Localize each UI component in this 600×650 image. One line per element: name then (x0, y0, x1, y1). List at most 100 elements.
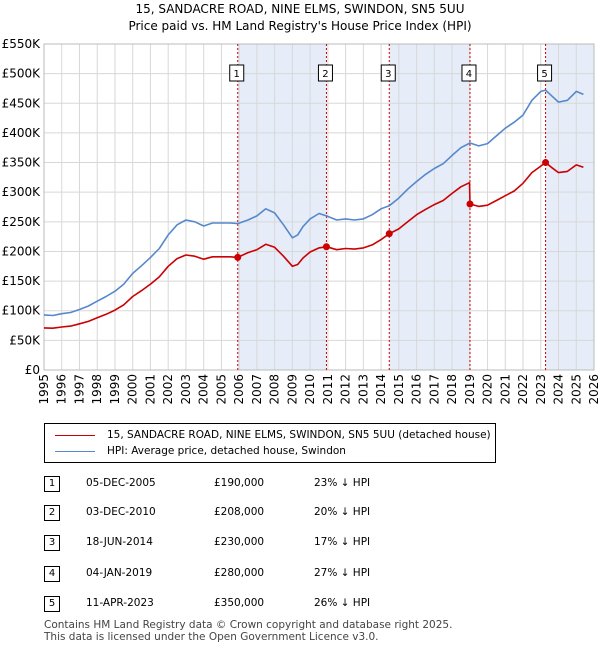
sale-price: £350,000 (214, 597, 265, 609)
x-tick-label: 2001 (143, 374, 157, 405)
sale-number-badge: 1 (44, 476, 60, 492)
legend-label-property: 15, SANDACRE ROAD, NINE ELMS, SWINDON, S… (107, 429, 491, 441)
x-tick-label: 2007 (250, 374, 264, 405)
sale-hpi-diff: 27% ↓ HPI (314, 567, 371, 579)
chart-title-line1: 15, SANDACRE ROAD, NINE ELMS, SWINDON, S… (135, 2, 465, 16)
y-tick-label: £350K (2, 156, 42, 170)
legend-label-hpi: HPI: Average price, detached house, Swin… (107, 445, 346, 457)
sale-point (322, 243, 330, 251)
sale-marker-box (380, 64, 396, 82)
y-tick-label: £550K (2, 37, 42, 51)
table-row: 4 04-JAN-2019 £280,000 27% ↓ HPI (44, 564, 544, 584)
table-row: 5 11-APR-2023 £350,000 26% ↓ HPI (44, 594, 544, 614)
sale-marker-box (317, 64, 333, 82)
sale-marker-label: 4 (466, 69, 472, 80)
y-tick-label: £150K (2, 274, 42, 288)
sale-date: 03-DEC-2010 (86, 506, 156, 518)
y-tick-label: £50K (9, 333, 41, 347)
footer-copyright: Contains HM Land Registry data © Crown c… (44, 619, 453, 631)
sale-marker-box (461, 64, 477, 82)
x-tick-label: 2019 (463, 374, 477, 405)
sale-marker-box (537, 64, 553, 82)
x-tick-label: 2002 (161, 374, 175, 405)
x-tick-label: 2015 (392, 374, 406, 405)
sale-marker-label: 1 (234, 69, 240, 80)
footer-licence: This data is licensed under the Open Gov… (44, 631, 379, 643)
x-tick-label: 2017 (427, 374, 441, 405)
sale-hpi-diff: 23% ↓ HPI (314, 477, 371, 489)
table-row: 1 05-DEC-2005 £190,000 23% ↓ HPI (44, 474, 544, 494)
x-tick-label: 2008 (268, 374, 282, 405)
sale-number-badge: 4 (44, 566, 60, 582)
price-chart: £0 £50K £100K £150K £200K £250K £300K £350K £400… (2, 37, 600, 405)
x-tick-label: 2011 (321, 374, 335, 405)
legend-swatch-property (55, 434, 95, 436)
ownership-shade (545, 44, 594, 370)
x-tick-label: 1999 (108, 374, 122, 405)
x-tick-label: 2010 (303, 374, 317, 405)
x-tick-label: 2005 (214, 374, 228, 405)
x-tick-label: 2016 (410, 374, 424, 405)
x-tick-label: 1996 (55, 374, 69, 405)
sale-date: 04-JAN-2019 (86, 567, 153, 579)
x-tick-label: 2003 (179, 374, 193, 405)
y-tick-label: £400K (2, 126, 42, 140)
y-tick-label: £500K (2, 67, 42, 81)
x-tick-label: 2021 (498, 374, 512, 405)
x-tick-label: 2004 (197, 374, 211, 405)
sale-price: £230,000 (214, 536, 265, 548)
legend: 15, SANDACRE ROAD, NINE ELMS, SWINDON, S… (44, 423, 496, 463)
sale-point (385, 230, 393, 238)
sale-price: £280,000 (214, 567, 265, 579)
x-tick-label: 1995 (37, 374, 51, 405)
sale-point (466, 200, 474, 208)
sale-hpi-diff: 17% ↓ HPI (314, 536, 371, 548)
y-tick-label: £300K (2, 185, 42, 199)
y-tick-label: £450K (2, 96, 42, 110)
sale-point (234, 253, 242, 261)
ownership-shade (237, 44, 327, 370)
y-tick-label: £100K (2, 304, 42, 318)
sale-marker-label: 5 (541, 69, 547, 80)
x-tick-label: 2013 (356, 374, 370, 405)
sale-point (542, 159, 550, 167)
sale-hpi-diff: 26% ↓ HPI (314, 597, 371, 609)
x-tick-label: 2025 (569, 374, 583, 405)
table-row: 3 18-JUN-2014 £230,000 17% ↓ HPI (44, 533, 544, 553)
property-series-line (43, 161, 584, 330)
x-tick-label: 2022 (516, 374, 530, 405)
sale-date: 18-JUN-2014 (86, 536, 153, 548)
x-tick-label: 1998 (90, 374, 104, 405)
legend-swatch-hpi (55, 450, 95, 452)
x-tick-label: 1997 (72, 374, 86, 405)
sale-number-badge: 2 (44, 505, 60, 521)
x-tick-label: 2024 (552, 374, 566, 405)
sale-number-badge: 3 (44, 535, 60, 551)
sale-marker-label: 2 (322, 69, 328, 80)
x-tick-label: 2012 (339, 374, 353, 405)
hpi-series-line (43, 89, 584, 317)
y-tick-label: £200K (2, 244, 42, 258)
legend-item-property: 15, SANDACRE ROAD, NINE ELMS, SWINDON, S… (55, 428, 491, 442)
sale-hpi-diff: 20% ↓ HPI (314, 506, 371, 518)
x-tick-label: 2006 (232, 374, 246, 405)
plot-frame (43, 43, 595, 371)
x-tick-label: 2020 (481, 374, 495, 405)
sale-price: £190,000 (214, 477, 265, 489)
legend-item-hpi: HPI: Average price, detached house, Swin… (55, 444, 346, 458)
y-tick-label: £0 (25, 363, 40, 377)
x-tick-label: 2018 (445, 374, 459, 405)
x-tick-label: 2014 (374, 374, 388, 405)
sale-date: 05-DEC-2005 (86, 477, 156, 489)
table-row: 2 03-DEC-2010 £208,000 20% ↓ HPI (44, 503, 544, 523)
sale-price: £208,000 (214, 506, 265, 518)
sale-marker-label: 3 (385, 69, 391, 80)
x-tick-label: 2023 (534, 374, 548, 405)
sale-marker-box (229, 64, 245, 82)
y-tick-label: £250K (2, 215, 42, 229)
x-tick-label: 2009 (285, 374, 299, 405)
sale-number-badge: 5 (44, 596, 60, 612)
footer-note: Contains HM Land Registry data © Crown c… (44, 619, 584, 643)
sale-date: 11-APR-2023 (86, 597, 154, 609)
chart-title-line2: Price paid vs. HM Land Registry's House … (128, 19, 472, 33)
